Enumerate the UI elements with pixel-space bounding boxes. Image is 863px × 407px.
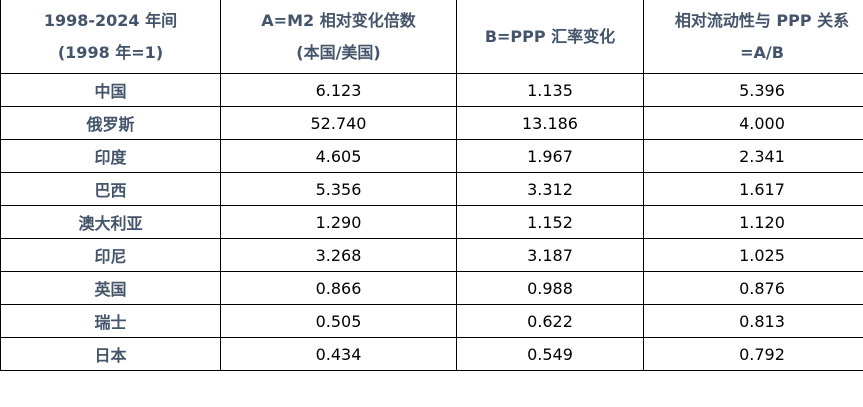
column-header: 1998-2024 年间 (1998 年=1) — [0, 0, 221, 74]
value-cell: 52.740 — [220, 106, 457, 140]
value-cell: 3.312 — [456, 172, 644, 206]
value-cell: 1.135 — [456, 73, 644, 107]
country-cell: 瑞士 — [0, 304, 221, 338]
value-cell: 3.187 — [456, 238, 644, 272]
column-header-line: 1998-2024 年间 — [43, 10, 178, 30]
value-cell: 1.120 — [643, 205, 863, 239]
table-row: 中国 6.123 1.135 5.396 — [0, 73, 863, 107]
value-cell: 1.290 — [220, 205, 457, 239]
value-cell: 0.434 — [220, 337, 457, 371]
value-cell: 4.605 — [220, 139, 457, 173]
column-header: A=M2 相对变化倍数 (本国/美国) — [220, 0, 457, 74]
value-cell: 0.988 — [456, 271, 644, 305]
country-cell: 英国 — [0, 271, 221, 305]
value-cell: 0.866 — [220, 271, 457, 305]
column-header: 相对流动性与 PPP 关系 =A/B — [643, 0, 863, 74]
country-cell: 俄罗斯 — [0, 106, 221, 140]
value-cell: 0.876 — [643, 271, 863, 305]
table-row: 巴西 5.356 3.312 1.617 — [0, 172, 863, 206]
value-cell: 1.617 — [643, 172, 863, 206]
column-header-line: (本国/美国) — [296, 42, 381, 62]
column-header: B=PPP 汇率变化 — [456, 0, 644, 74]
value-cell: 6.123 — [220, 73, 457, 107]
value-cell: 0.792 — [643, 337, 863, 371]
column-header-line: =A/B — [740, 42, 784, 62]
country-cell: 巴西 — [0, 172, 221, 206]
data-table: 1998-2024 年间 (1998 年=1) A=M2 相对变化倍数 (本国/美国)… — [0, 0, 863, 371]
value-cell: 4.000 — [643, 106, 863, 140]
country-cell: 印尼 — [0, 238, 221, 272]
column-header-line: A=M2 相对变化倍数 — [261, 10, 416, 30]
value-cell: 5.356 — [220, 172, 457, 206]
column-header-line: (1998 年=1) — [57, 42, 164, 62]
value-cell: 0.813 — [643, 304, 863, 338]
column-header-line: B=PPP 汇率变化 — [484, 26, 616, 46]
value-cell: 0.622 — [456, 304, 644, 338]
value-cell: 0.549 — [456, 337, 644, 371]
value-cell: 1.025 — [643, 238, 863, 272]
country-cell: 中国 — [0, 73, 221, 107]
table-row: 澳大利亚 1.290 1.152 1.120 — [0, 205, 863, 239]
table-row: 印度 4.605 1.967 2.341 — [0, 139, 863, 173]
table-row: 日本 0.434 0.549 0.792 — [0, 337, 863, 371]
value-cell: 1.152 — [456, 205, 644, 239]
value-cell: 3.268 — [220, 238, 457, 272]
table-row: 瑞士 0.505 0.622 0.813 — [0, 304, 863, 338]
country-cell: 日本 — [0, 337, 221, 371]
table-row: 俄罗斯 52.740 13.186 4.000 — [0, 106, 863, 140]
value-cell: 1.967 — [456, 139, 644, 173]
country-cell: 印度 — [0, 139, 221, 173]
column-header-line: 相对流动性与 PPP 关系 — [674, 10, 850, 30]
value-cell: 5.396 — [643, 73, 863, 107]
value-cell: 2.341 — [643, 139, 863, 173]
table-row: 英国 0.866 0.988 0.876 — [0, 271, 863, 305]
table-row: 印尼 3.268 3.187 1.025 — [0, 238, 863, 272]
country-cell: 澳大利亚 — [0, 205, 221, 239]
header-row: 1998-2024 年间 (1998 年=1) A=M2 相对变化倍数 (本国/美国)… — [0, 0, 863, 74]
value-cell: 13.186 — [456, 106, 644, 140]
value-cell: 0.505 — [220, 304, 457, 338]
